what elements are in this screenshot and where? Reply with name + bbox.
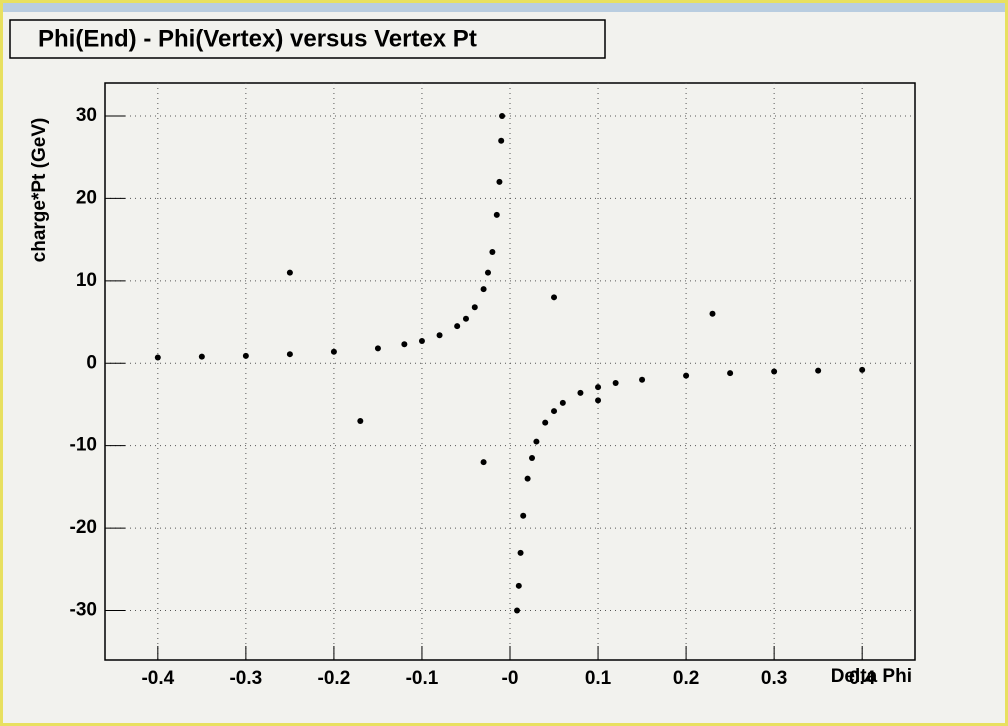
point: [436, 332, 443, 339]
point: [559, 399, 566, 406]
point: [517, 549, 524, 556]
point: [480, 459, 487, 466]
x-tick-label: -0.4: [141, 668, 174, 689]
x-tick-label: -0.1: [406, 668, 439, 689]
point: [357, 417, 364, 424]
point: [418, 338, 425, 345]
x-tick-label: 0.4: [849, 668, 876, 689]
point: [533, 438, 540, 445]
point: [330, 348, 337, 355]
point: [524, 475, 531, 482]
point: [771, 368, 778, 375]
point: [462, 315, 469, 322]
point: [551, 294, 558, 301]
y-tick-label: -10: [70, 435, 97, 456]
point: [709, 310, 716, 317]
point: [401, 341, 408, 348]
y-tick-label: 30: [76, 105, 97, 126]
y-tick-label: 0: [86, 352, 97, 373]
y-tick-label: -20: [70, 517, 97, 538]
x-tick-label: -0.2: [318, 668, 351, 689]
point: [499, 112, 506, 119]
x-tick-label: -0.3: [229, 668, 262, 689]
point: [493, 211, 500, 218]
x-tick-label: 0.2: [673, 668, 699, 689]
point: [595, 397, 602, 404]
point: [154, 354, 161, 361]
point: [683, 372, 690, 379]
point: [471, 304, 478, 311]
point: [242, 352, 249, 359]
point: [496, 178, 503, 185]
y-tick-label: 10: [76, 270, 97, 291]
x-axis-label: Delta Phi: [831, 666, 912, 687]
point: [286, 351, 293, 358]
point: [639, 376, 646, 383]
point: [286, 269, 293, 276]
x-tick-label: -0: [502, 668, 519, 689]
y-tick-label: 20: [76, 187, 97, 208]
point: [454, 323, 461, 330]
point: [727, 370, 734, 377]
point: [551, 408, 558, 415]
point: [198, 353, 205, 360]
point: [374, 345, 381, 352]
point: [515, 582, 522, 589]
y-axis-label: charge*Pt (GeV): [29, 118, 50, 263]
point: [859, 366, 866, 373]
point: [542, 419, 549, 426]
title-box: [9, 19, 606, 59]
x-tick-label: 0.1: [585, 668, 612, 689]
point: [514, 607, 521, 614]
point: [484, 269, 491, 276]
point: [529, 455, 536, 462]
point: [520, 512, 527, 519]
point: [577, 389, 584, 396]
y-tick-label: -30: [70, 600, 97, 621]
point: [612, 380, 619, 387]
point: [498, 137, 505, 144]
point: [489, 248, 496, 255]
point: [595, 384, 602, 391]
chart-title: Phi(End) - Phi(Vertex) versus Vertex Pt: [38, 25, 477, 52]
x-tick-label: 0.3: [761, 668, 787, 689]
point: [480, 286, 487, 293]
point: [815, 367, 822, 374]
